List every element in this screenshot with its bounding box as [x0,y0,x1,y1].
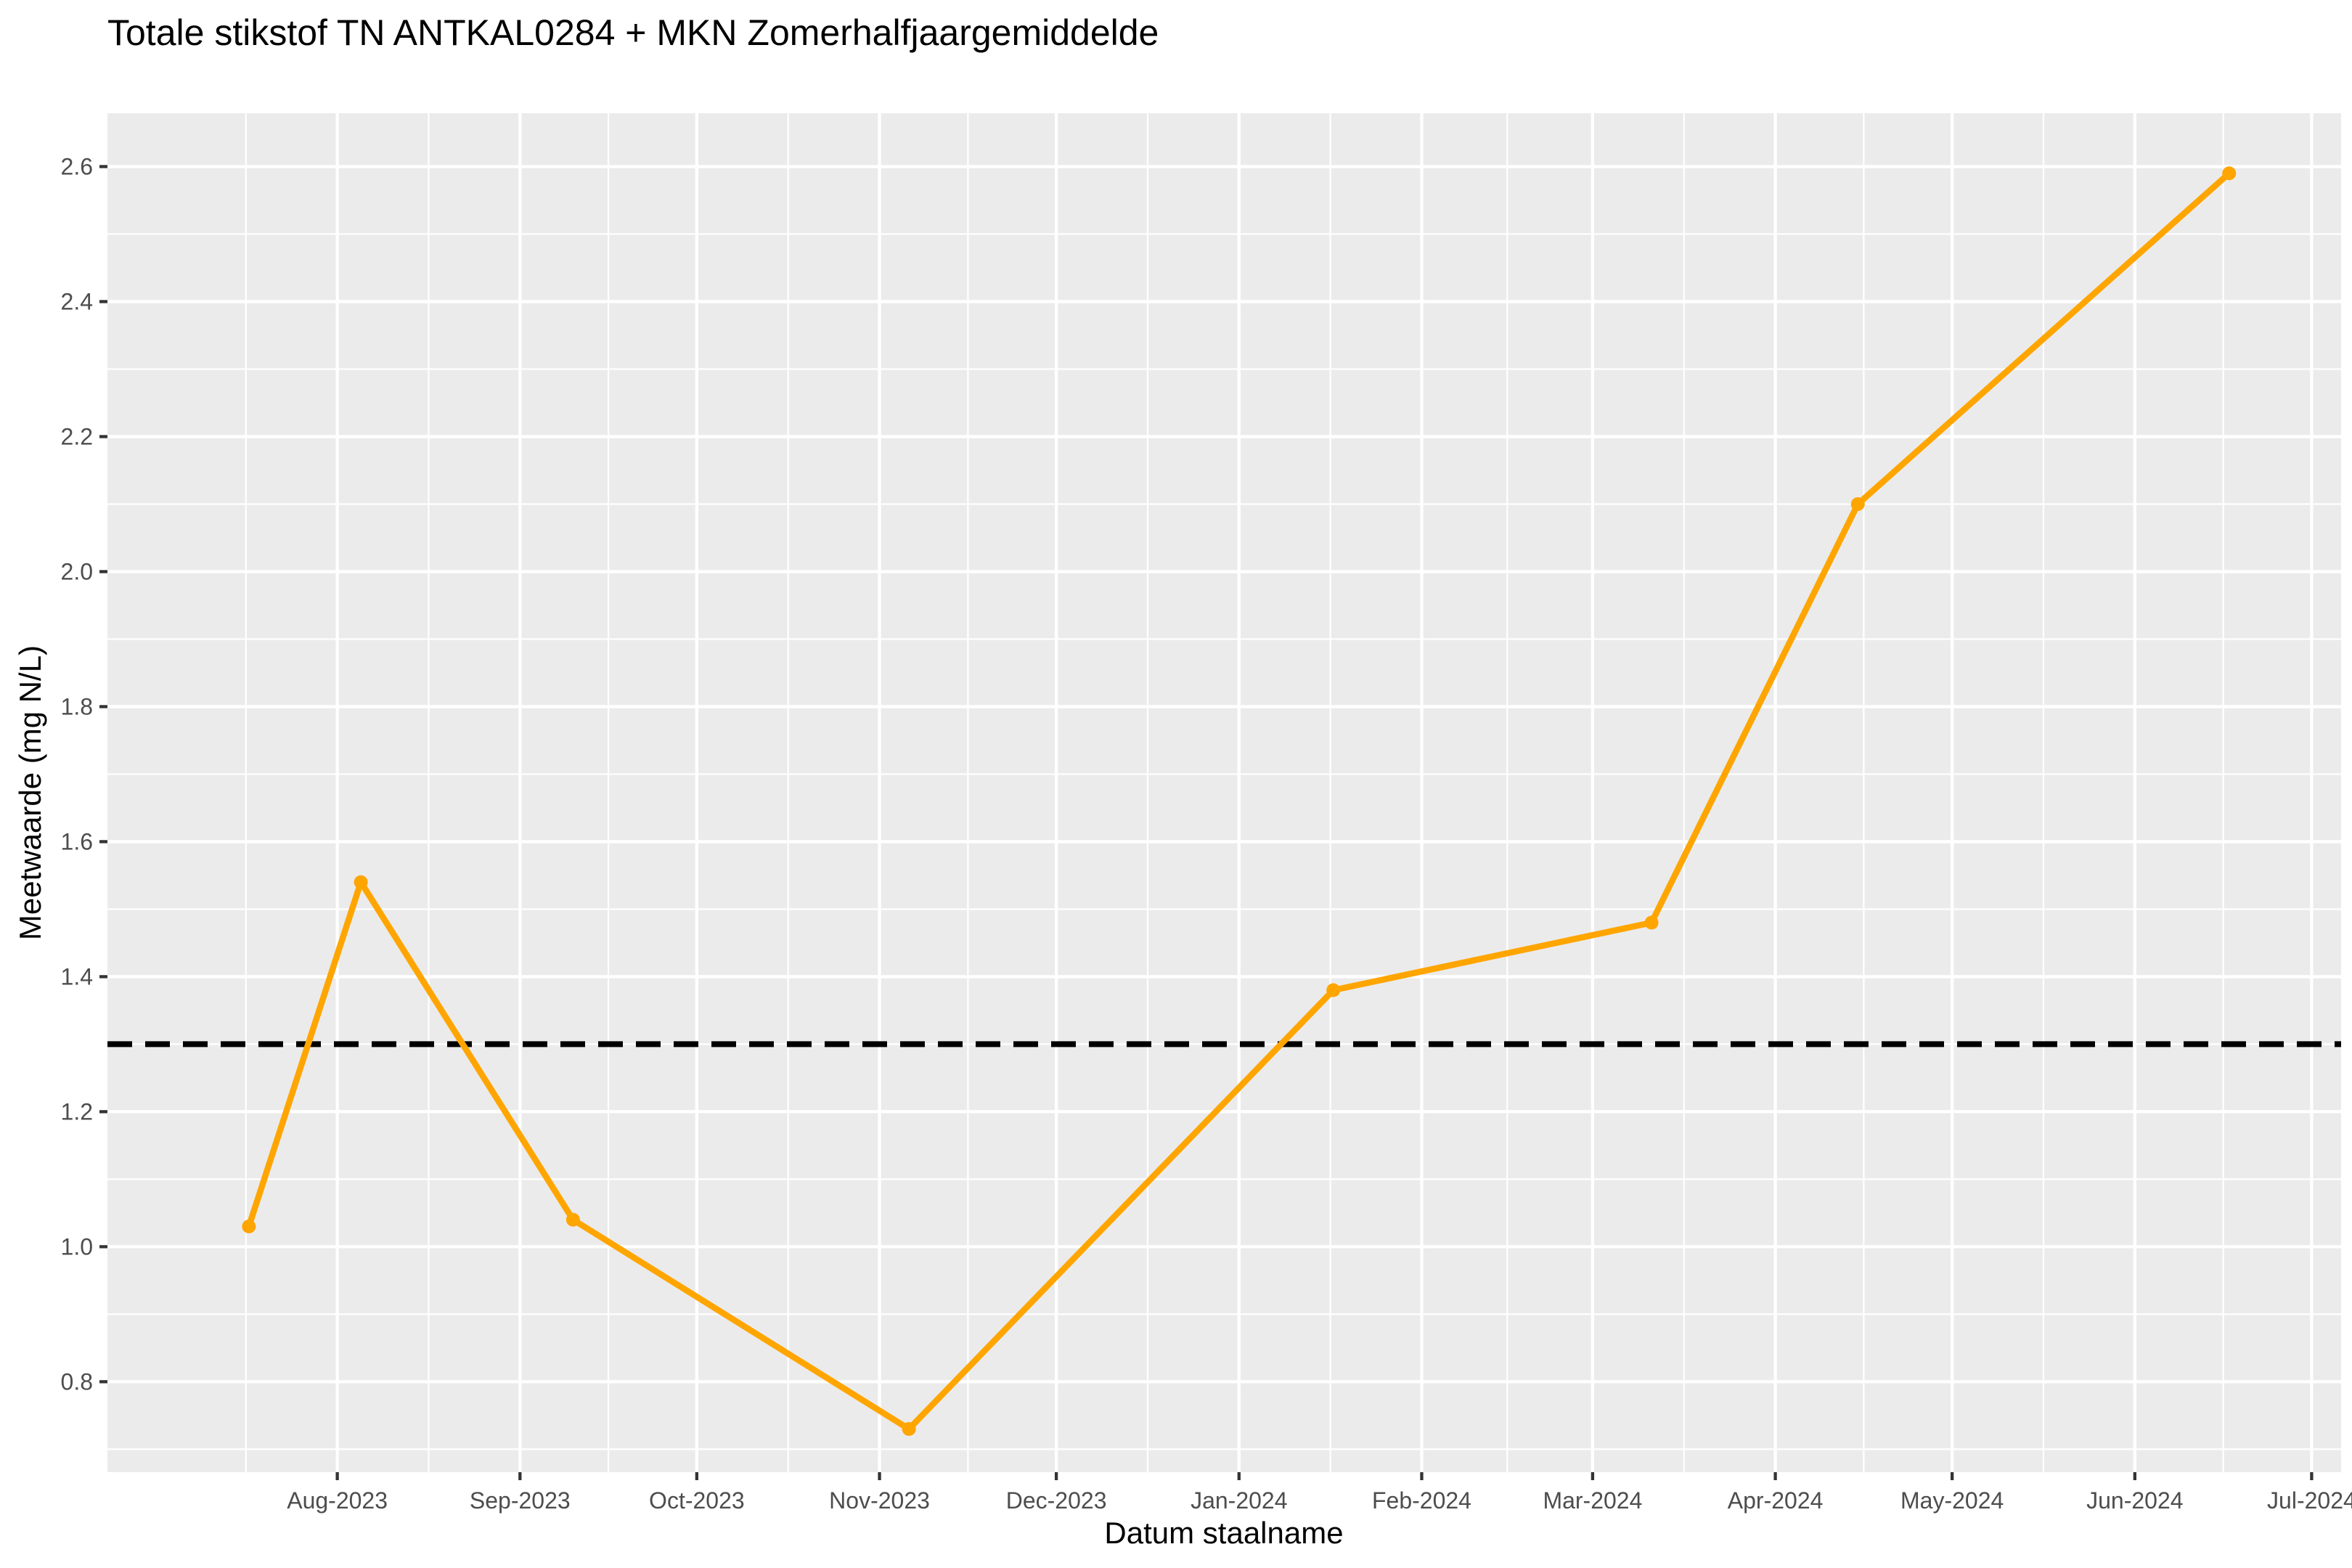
major-gridlines [107,113,2341,1472]
data-point [242,1219,256,1233]
data-point [565,1212,580,1227]
chart-title: Totale stikstof TN ANTKAL0284 + MKN Zome… [107,12,1159,53]
x-tick-label: Jun-2024 [2086,1487,2183,1514]
x-tick-label: Nov-2023 [829,1487,930,1514]
y-tick-label: 2.4 [61,288,93,314]
y-axis-title: Meetwaarde (mg N/L) [13,645,47,940]
y-tick-label: 1.6 [61,828,93,854]
y-tick-label: 0.8 [61,1368,93,1395]
x-tick-label: Feb-2024 [1372,1487,1471,1514]
x-tick-label: Jul-2024 [2267,1487,2352,1514]
y-tick-label: 1.8 [61,693,93,719]
x-tick-label: May-2024 [1900,1487,2004,1514]
data-point [1850,497,1865,511]
plot-panel [107,113,2341,1472]
y-tick-label: 2.0 [61,558,93,584]
data-point [2222,166,2237,181]
y-tick-label: 1.4 [61,963,93,989]
x-tick-label: Sep-2023 [470,1487,571,1514]
series-line [245,170,2232,1432]
x-axis-title: Datum staalname [1104,1516,1343,1550]
x-tick-label: Oct-2023 [649,1487,745,1514]
x-tick-label: Apr-2024 [1728,1487,1824,1514]
series-layer [242,166,2237,1436]
y-axis: 0.8 1.0 1.2 1.4 1.6 1.8 2.0 2.2 2.4 2.6 [61,153,107,1395]
data-point [902,1421,916,1436]
y-tick-label: 2.6 [61,153,93,179]
x-tick-label: Mar-2024 [1543,1487,1642,1514]
data-point [354,875,368,889]
y-tick-label: 1.0 [61,1233,93,1259]
x-tick-label: Aug-2023 [287,1487,388,1514]
x-axis: Aug-2023 Sep-2023 Oct-2023 Nov-2023 Dec-2023… [287,1472,2352,1514]
y-tick-label: 2.2 [61,423,93,449]
data-point [1644,915,1659,930]
x-tick-label: Dec-2023 [1006,1487,1107,1514]
data-point [1326,983,1341,997]
y-tick-label: 1.2 [61,1098,93,1124]
x-tick-label: Jan-2024 [1191,1487,1287,1514]
